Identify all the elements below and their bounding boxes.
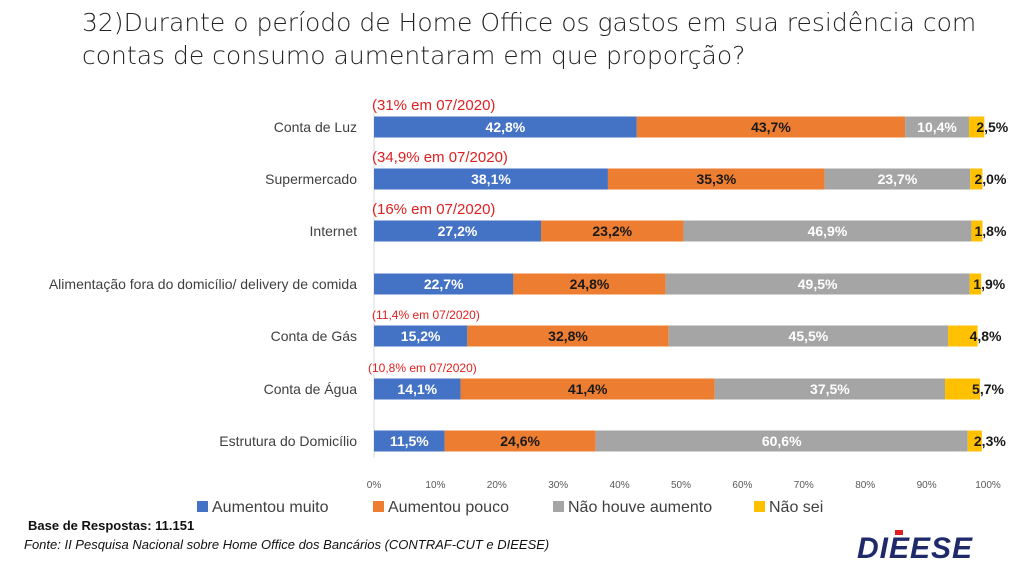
legend-swatch: [197, 501, 208, 512]
data-label: 43,7%: [751, 119, 791, 135]
bar-segment: [969, 273, 982, 295]
comparison-annotation: (10,8% em 07/2020): [368, 361, 477, 375]
x-tick-label: 80%: [855, 480, 875, 491]
bar-segment: [374, 116, 637, 138]
bar-segment: [444, 430, 596, 452]
bar-segment: [374, 325, 468, 347]
bar-segment: [970, 168, 983, 190]
bar-segment: [374, 378, 461, 400]
data-label: 1,9%: [973, 276, 1005, 292]
data-label: 45,5%: [789, 328, 829, 344]
data-label: 22,7%: [424, 276, 464, 292]
data-label: 49,5%: [798, 276, 838, 292]
bar-segment: [683, 220, 972, 242]
bar-segment: [968, 116, 985, 138]
data-label: 2,0%: [975, 171, 1007, 187]
data-label: 2,3%: [974, 433, 1006, 449]
svg-text:DIEESE: DIEESE: [857, 532, 973, 562]
legend-swatch: [373, 501, 384, 512]
category-label: Conta de Água: [264, 381, 358, 397]
data-label: 42,8%: [486, 119, 526, 135]
chart-title: 32)Durante o período de Home Office os g…: [82, 8, 977, 70]
bar-segment: [467, 325, 669, 347]
data-label: 15,2%: [401, 328, 441, 344]
bar-segment: [374, 273, 514, 295]
data-label: 46,9%: [808, 223, 848, 239]
category-label: Supermercado: [265, 171, 357, 187]
data-label: 35,3%: [696, 171, 736, 187]
data-label: 24,6%: [500, 433, 540, 449]
bar-segment: [948, 325, 978, 347]
legend-swatch: [754, 501, 765, 512]
data-label: 4,8%: [970, 328, 1002, 344]
base-respostas: Base de Respostas: 11.151: [28, 518, 195, 533]
data-label: 24,8%: [570, 276, 610, 292]
bar-segment: [595, 430, 968, 452]
bar-segment: [607, 168, 825, 190]
bar-segment: [513, 273, 666, 295]
legend-label: Aumentou muito: [212, 499, 329, 516]
x-tick-label: 30%: [548, 480, 568, 491]
bar-segment: [971, 220, 983, 242]
x-tick-label: 60%: [732, 480, 752, 491]
x-tick-label: 90%: [917, 480, 937, 491]
source-note: Fonte: II Pesquisa Nacional sobre Home O…: [24, 537, 550, 552]
data-label: 41,4%: [568, 381, 608, 397]
data-label: 2,5%: [976, 119, 1008, 135]
bar-segment: [374, 168, 608, 190]
bar-segment: [824, 168, 971, 190]
category-label: Alimentação fora do domicílio/ delivery …: [49, 276, 357, 292]
x-tick-label: 50%: [671, 480, 691, 491]
x-tick-label: 100%: [975, 480, 1001, 491]
comparison-annotation: (11,4% em 07/2020): [372, 308, 480, 322]
category-label: Conta de Luz: [274, 119, 357, 135]
comparison-annotation: (16% em 07/2020): [372, 201, 495, 218]
data-label: 10,4%: [917, 119, 957, 135]
comparison-annotation: (34,9% em 07/2020): [372, 149, 508, 166]
x-tick-label: 40%: [610, 480, 630, 491]
data-label: 5,7%: [972, 381, 1004, 397]
data-label: 11,5%: [390, 433, 429, 449]
bar-segment: [541, 220, 684, 242]
bar-segment: [636, 116, 906, 138]
data-label: 32,8%: [548, 328, 588, 344]
data-label: 23,7%: [878, 171, 918, 187]
data-label: 38,1%: [471, 171, 511, 187]
bar-segment: [374, 220, 542, 242]
bar-segment: [945, 378, 981, 400]
category-label: Estrutura do Domicílio: [219, 433, 357, 449]
data-label: 60,6%: [762, 433, 802, 449]
bar-segment: [374, 430, 445, 452]
x-tick-label: 0%: [367, 480, 382, 491]
data-label: 1,8%: [975, 223, 1007, 239]
x-tick-label: 10%: [425, 480, 445, 491]
bar-segment: [967, 430, 982, 452]
stacked-bar-chart: Conta de Luz 42,8% 43,7% 10,4% 2,5% (31% em 0…: [49, 97, 1009, 516]
comparison-annotation: (31% em 07/2020): [372, 97, 495, 114]
data-label: 14,1%: [397, 381, 437, 397]
dieese-logo: DIEESE: [857, 530, 973, 562]
legend-label: Aumentou pouco: [388, 499, 509, 516]
data-label: 27,2%: [438, 223, 478, 239]
bar-segment: [714, 378, 946, 400]
legend-label: Não houve aumento: [568, 499, 712, 516]
data-label: 23,2%: [592, 223, 632, 239]
category-label: Conta de Gás: [271, 328, 357, 344]
bar-segment: [460, 378, 715, 400]
bar-segment: [665, 273, 970, 295]
x-tick-label: 70%: [794, 480, 814, 491]
legend-swatch: [553, 501, 564, 512]
category-label: Internet: [310, 223, 358, 239]
bar-segment: [668, 325, 949, 347]
legend-label: Não sei: [769, 499, 823, 516]
data-label: 37,5%: [810, 381, 850, 397]
bar-segment: [905, 116, 969, 138]
x-tick-label: 20%: [487, 480, 507, 491]
